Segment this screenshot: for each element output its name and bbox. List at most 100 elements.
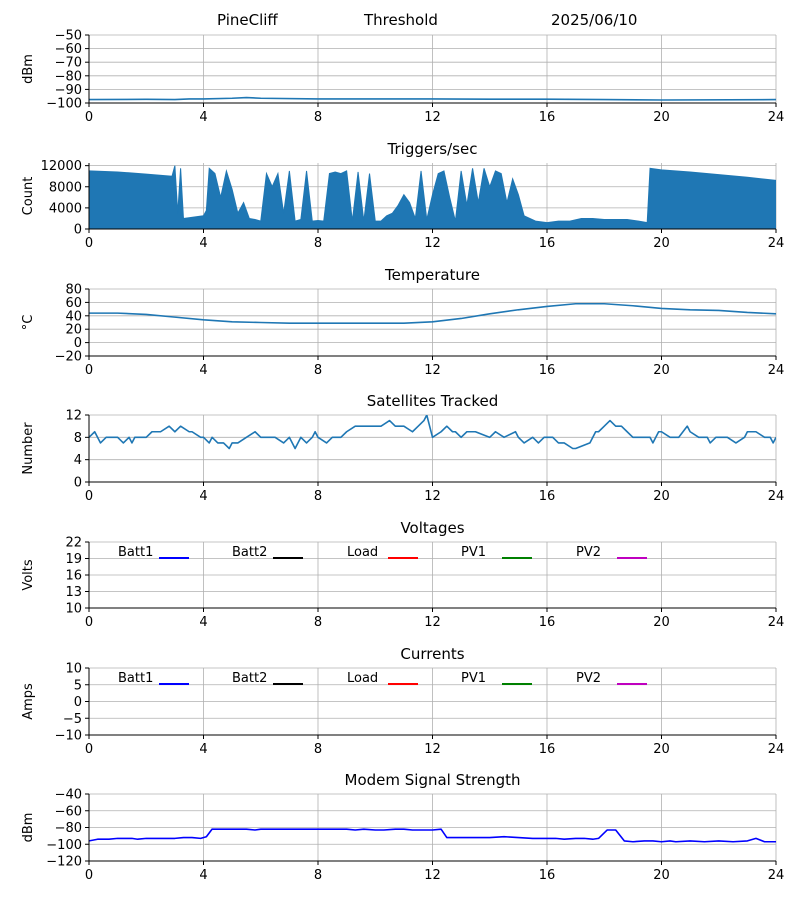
x-tick-label: 0: [85, 363, 93, 378]
x-tick-label: 24: [768, 489, 785, 504]
y-tick-label: −80: [55, 69, 82, 84]
chart-title: Modem Signal Strength: [345, 771, 521, 789]
y-axis-label: Number: [21, 422, 36, 475]
y-tick-label: 5: [74, 678, 82, 693]
x-tick-label: 4: [199, 615, 207, 630]
x-tick-label: 8: [314, 868, 322, 883]
x-tick-label: 12: [424, 363, 441, 378]
chart-title: Temperature: [384, 266, 480, 284]
y-tick-label: 8: [74, 431, 82, 446]
y-tick-label: −100: [46, 838, 82, 853]
series-line: [89, 415, 776, 450]
x-tick-label: 4: [199, 363, 207, 378]
x-tick-label: 16: [539, 615, 556, 630]
x-tick-label: 20: [653, 489, 670, 504]
y-tick-label: 0: [74, 336, 82, 351]
chart-panel-7: 0 4 8 12 16 20 24 −120 −100 −80 −60−40 Modem Signal…: [21, 771, 784, 883]
x-tick-label: 4: [199, 742, 207, 757]
y-tick-label: 16: [65, 569, 82, 584]
x-tick-label: 8: [314, 110, 322, 125]
y-tick-label: −120: [46, 855, 82, 870]
y-tick-label: 0: [74, 223, 82, 238]
y-axis-label: Amps: [21, 683, 36, 720]
y-tick-label: −10: [55, 729, 82, 744]
x-tick-label: 8: [314, 236, 322, 251]
series-line: [89, 96, 776, 101]
legend-label: Batt1: [118, 671, 153, 686]
y-tick-label: −20: [55, 350, 82, 365]
y-axis-label: °C: [21, 315, 36, 331]
y-tick-label: −70: [55, 56, 82, 71]
legend-label: PV1: [461, 671, 486, 686]
x-tick-label: 0: [85, 615, 93, 630]
legend-label: Batt1: [118, 545, 153, 560]
y-tick-label: −5: [63, 712, 82, 727]
y-tick-label: 4000: [49, 201, 82, 216]
x-tick-label: 4: [199, 868, 207, 883]
y-tick-label: −60: [55, 804, 82, 819]
y-tick-label: 12: [65, 409, 82, 424]
x-tick-label: 20: [653, 236, 670, 251]
y-axis-label: dBm: [21, 54, 36, 84]
y-tick-label: 20: [65, 323, 82, 338]
legend-label: Batt2: [232, 545, 267, 560]
x-tick-label: 24: [768, 615, 785, 630]
chart-title: Triggers/sec: [387, 140, 478, 158]
legend-label: Batt2: [232, 671, 267, 686]
chart-title: Voltages: [400, 519, 464, 537]
y-tick-label: 19: [65, 552, 82, 567]
y-tick-label: 13: [65, 585, 82, 600]
y-tick-label: 10: [65, 602, 82, 617]
y-axis-label: dBm: [21, 813, 36, 843]
chart-panel-1: 0 4 8 12 16 20 24 −100−90−80−70−60−50 dBm: [21, 29, 784, 126]
header-date: 2025/06/10: [551, 11, 638, 29]
y-axis-label: Volts: [21, 559, 36, 591]
x-tick-label: 4: [199, 489, 207, 504]
x-tick-label: 16: [539, 742, 556, 757]
legend-label: Load: [347, 545, 378, 560]
x-tick-label: 8: [314, 363, 322, 378]
y-tick-label: 10: [65, 662, 82, 677]
x-tick-label: 12: [424, 110, 441, 125]
y-tick-label: −100: [46, 97, 82, 112]
x-tick-label: 20: [653, 742, 670, 757]
series-line: [89, 828, 776, 843]
y-tick-label: 60: [65, 296, 82, 311]
y-tick-label: 0: [74, 695, 82, 710]
y-tick-label: −40: [55, 788, 82, 803]
chart-title: Currents: [400, 645, 464, 663]
x-tick-label: 20: [653, 615, 670, 630]
x-tick-label: 16: [539, 110, 556, 125]
x-tick-label: 16: [539, 868, 556, 883]
y-tick-label: −50: [55, 29, 82, 44]
x-tick-label: 4: [199, 236, 207, 251]
y-tick-label: 40: [65, 309, 82, 324]
chart-panel-4: 0 4 8 12 16 20 24 0 4 8 12 Satellites Tracked Number: [21, 392, 784, 504]
x-tick-label: 24: [768, 363, 785, 378]
y-tick-label: 80: [65, 283, 82, 298]
chart-panel-2: 0 4 8 12 16 20 24 0 4000 8000 12000 Triggers/sec Cou…: [21, 140, 784, 251]
x-tick-label: 12: [424, 742, 441, 757]
x-tick-label: 20: [653, 363, 670, 378]
legend-label: PV2: [576, 671, 601, 686]
y-tick-label: −60: [55, 42, 82, 57]
y-tick-label: −80: [55, 821, 82, 836]
y-tick-label: 22: [65, 536, 82, 551]
x-tick-label: 0: [85, 236, 93, 251]
x-tick-label: 0: [85, 868, 93, 883]
x-tick-label: 8: [314, 742, 322, 757]
y-tick-label: 12000: [41, 159, 82, 174]
header-mode: Threshold: [364, 11, 438, 29]
y-tick-label: 0: [74, 476, 82, 491]
y-tick-label: 8000: [49, 180, 82, 195]
x-tick-label: 12: [424, 236, 441, 251]
y-tick-label: −90: [55, 83, 82, 98]
x-tick-label: 24: [768, 742, 785, 757]
y-axis-label: Count: [21, 177, 36, 216]
legend-label: PV1: [461, 545, 486, 560]
x-tick-label: 16: [539, 236, 556, 251]
x-tick-label: 12: [424, 615, 441, 630]
